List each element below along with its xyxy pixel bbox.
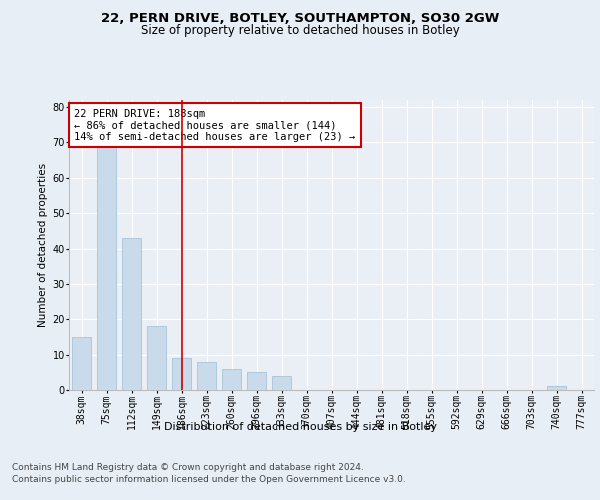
Text: Size of property relative to detached houses in Botley: Size of property relative to detached ho… [140,24,460,37]
Bar [272,376,291,390]
Bar [147,326,166,390]
Bar [247,372,266,390]
Text: 22, PERN DRIVE, BOTLEY, SOUTHAMPTON, SO30 2GW: 22, PERN DRIVE, BOTLEY, SOUTHAMPTON, SO3… [101,12,499,26]
Bar [222,369,241,390]
Text: 22 PERN DRIVE: 188sqm
← 86% of detached houses are smaller (144)
14% of semi-det: 22 PERN DRIVE: 188sqm ← 86% of detached … [74,108,355,142]
Y-axis label: Number of detached properties: Number of detached properties [38,163,48,327]
Text: Contains public sector information licensed under the Open Government Licence v3: Contains public sector information licen… [12,475,406,484]
Bar [122,238,141,390]
Bar [197,362,216,390]
Bar [172,358,191,390]
Bar [547,386,566,390]
Bar [72,337,91,390]
Bar [97,125,116,390]
Text: Contains HM Land Registry data © Crown copyright and database right 2024.: Contains HM Land Registry data © Crown c… [12,462,364,471]
Text: Distribution of detached houses by size in Botley: Distribution of detached houses by size … [163,422,437,432]
